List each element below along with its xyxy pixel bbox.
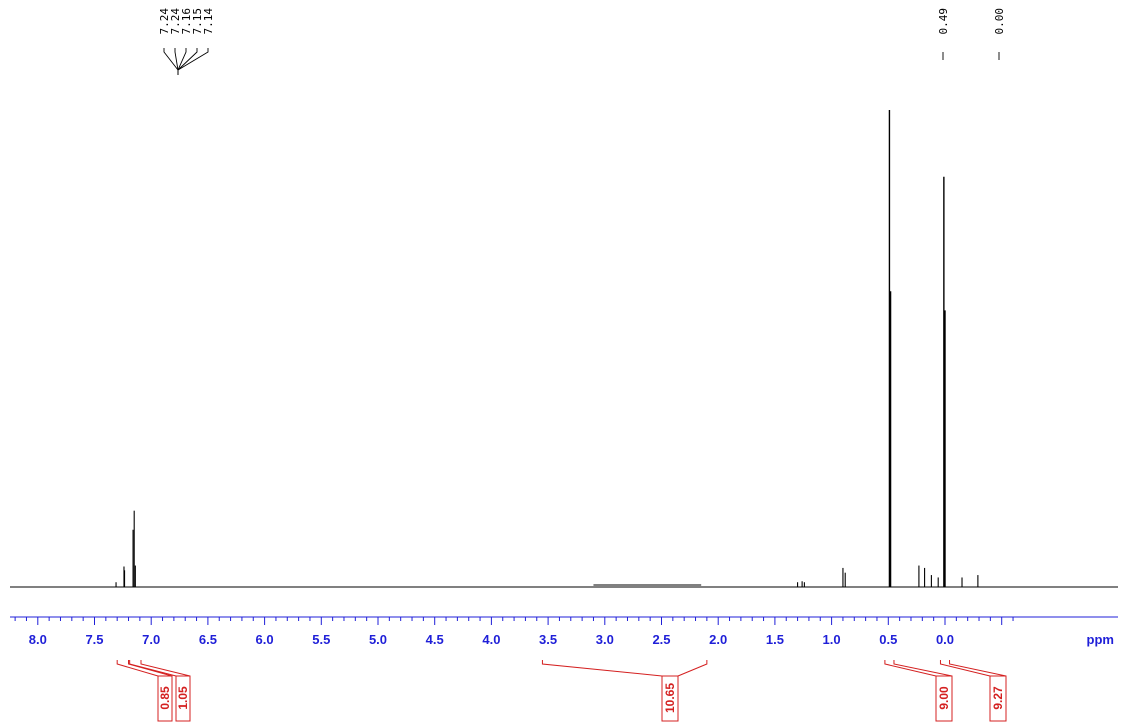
peak-label-leader — [177, 48, 187, 75]
integral-bracket — [116, 660, 173, 677]
tick-label: 5.5 — [312, 632, 330, 647]
spectrum-layer — [10, 110, 1118, 588]
tick-label: 3.5 — [539, 632, 557, 647]
tick-label: 6.0 — [256, 632, 274, 647]
tick-label: 1.5 — [766, 632, 784, 647]
tick-label: 0.5 — [879, 632, 897, 647]
integral-value: 0.85 — [158, 686, 172, 710]
peak-label: 7.24 — [158, 8, 171, 35]
peak-label: 0.49 — [937, 8, 950, 35]
peak-labels: 7.247.247.167.157.14 0.49 0.00 — [158, 8, 1006, 75]
integral-bracket — [129, 660, 191, 677]
tick-label: 7.0 — [142, 632, 160, 647]
integral-box — [175, 675, 191, 722]
integral-value: 10.65 — [663, 683, 677, 713]
peak-label-leader — [163, 48, 179, 75]
tick-label: 7.5 — [85, 632, 103, 647]
integral-box — [935, 675, 953, 722]
peak-label-leader — [177, 48, 198, 75]
integral-value: 9.27 — [991, 686, 1005, 710]
tick-label: 8.0 — [29, 632, 47, 647]
integral-layer: 0.85 1.05 10.65 9.00 9.27 — [116, 660, 1007, 722]
peak-label: 0.00 — [993, 8, 1006, 35]
peak-label: 7.15 — [191, 8, 204, 35]
integral-box — [661, 675, 679, 722]
peak-label: 7.16 — [180, 8, 193, 35]
integral-value: 1.05 — [176, 686, 190, 710]
tick-label: 1.0 — [823, 632, 841, 647]
tick-label: 3.0 — [596, 632, 614, 647]
peak-label: 7.14 — [202, 8, 215, 35]
tick-label: 4.5 — [426, 632, 444, 647]
integral-bracket — [541, 660, 708, 677]
integral-value: 9.00 — [937, 686, 951, 710]
peak-label: 7.24 — [169, 8, 182, 35]
integral-box — [157, 675, 173, 722]
tick-label: 2.0 — [709, 632, 727, 647]
tick-label: 6.5 — [199, 632, 217, 647]
peak-label-leader — [177, 48, 209, 75]
x-axis-label: ppm — [1087, 632, 1114, 647]
tick-label: 0.0 — [936, 632, 954, 647]
tick-label: 5.0 — [369, 632, 387, 647]
integral-bracket — [939, 660, 1007, 677]
tick-label: 4.0 — [482, 632, 500, 647]
ppm-axis: 8.0 7.5 7.0 6.5 6.0 5.5 5.0 4.5 4.0 3.5 3.0 2.5 2.0 1… — [10, 616, 1118, 647]
integral-bracket — [884, 660, 953, 677]
tick-label: 2.5 — [652, 632, 670, 647]
integral-box — [989, 675, 1007, 722]
